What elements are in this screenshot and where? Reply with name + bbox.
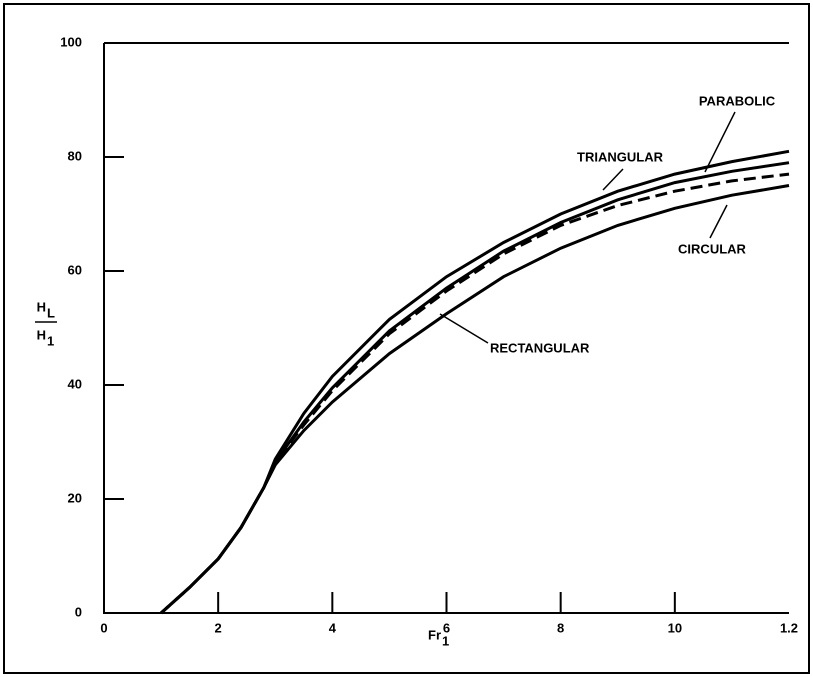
x-tick-label: 10 — [668, 620, 682, 635]
y-tick-label: 40 — [68, 376, 82, 391]
y-label-num-sub: L — [47, 305, 55, 320]
y-label-den: H — [37, 327, 46, 342]
y-label-den-sub: 1 — [47, 333, 54, 348]
curve-label: PARABOLIC — [699, 93, 776, 108]
leader-line — [439, 313, 489, 344]
curve-label: RECTANGULAR — [490, 340, 590, 355]
series-line — [160, 172, 790, 615]
x-label-sub: 1 — [442, 633, 449, 648]
leader-line — [704, 111, 736, 173]
x-label: Fr — [428, 627, 441, 642]
y-tick-label: 80 — [68, 148, 82, 163]
border — [3, 3, 810, 674]
curve-label: TRIANGULAR — [577, 149, 664, 164]
x-tick-label: 0 — [100, 620, 107, 635]
x-tick-label: 4 — [329, 620, 337, 635]
y-tick-label: 60 — [68, 262, 82, 277]
x-tick-label: 1.2 — [780, 620, 798, 635]
y-label-num: H — [37, 299, 46, 314]
axes — [103, 43, 789, 614]
y-tick-label: 100 — [60, 34, 82, 49]
series-line — [160, 149, 790, 615]
curve-label: CIRCULAR — [678, 241, 746, 256]
series-line — [160, 184, 790, 615]
x-tick-label: 6 — [443, 620, 450, 635]
leader-line — [709, 204, 728, 239]
y-tick-label: 0 — [75, 604, 82, 619]
series-line — [160, 161, 790, 615]
x-tick-label: 2 — [215, 620, 222, 635]
y-tick-label: 20 — [68, 490, 82, 505]
leader-line — [602, 168, 624, 191]
x-tick-label: 8 — [557, 620, 564, 635]
